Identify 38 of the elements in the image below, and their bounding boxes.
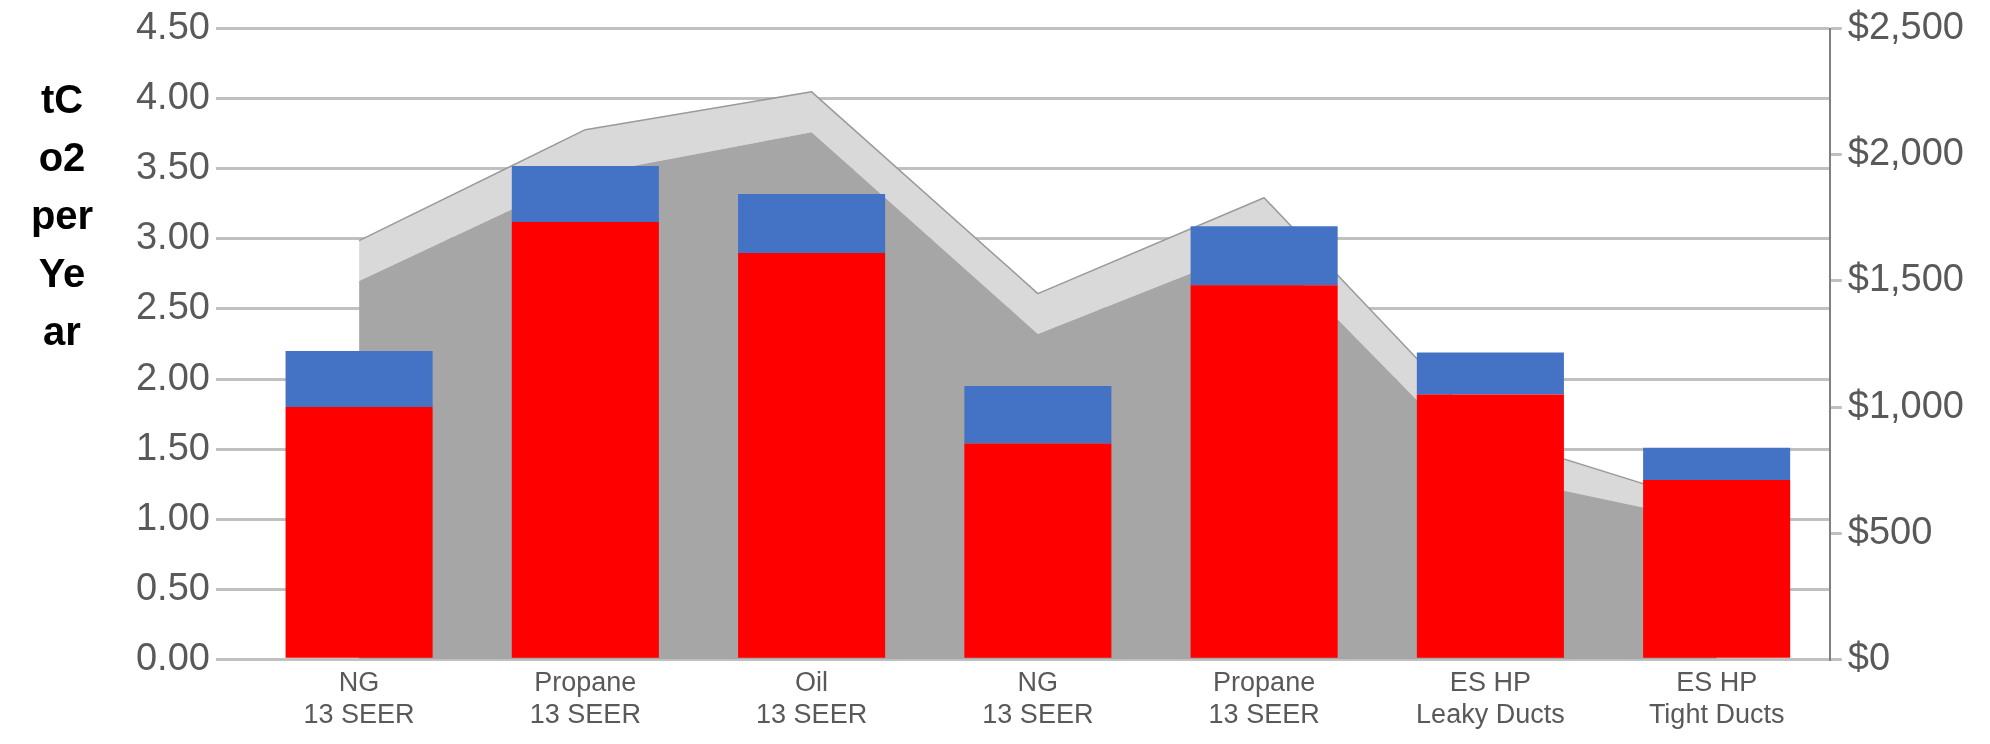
y-tick-label: 0.50 xyxy=(135,565,210,608)
y2-tick-label: $1,500 xyxy=(1847,257,1965,300)
y2-tick-label: $2,000 xyxy=(1847,131,1965,174)
bar xyxy=(1416,394,1564,658)
y-tick-label: 2.50 xyxy=(135,285,210,328)
y-tick-label: 0.00 xyxy=(135,635,210,678)
bar xyxy=(1416,352,1564,395)
y-tick-label: 1.00 xyxy=(135,495,210,538)
x-tick-label: Propane 13 SEER xyxy=(529,666,641,730)
y-tick-label: 3.50 xyxy=(135,145,210,188)
x-tick-label: NG 13 SEER xyxy=(303,666,415,730)
bar xyxy=(738,194,886,253)
x-tick-label: Propane 13 SEER xyxy=(1208,666,1320,730)
y-axis-title: tCo2 per Year xyxy=(30,76,94,355)
y2-tick-label: $500 xyxy=(1847,509,1933,552)
bar xyxy=(964,386,1112,444)
x-tick-label: Oil 13 SEER xyxy=(756,666,868,730)
bar xyxy=(964,443,1112,658)
x-tick-label: ES HP Leaky Ducts xyxy=(1416,666,1565,730)
y-tick-label: 4.50 xyxy=(135,5,210,48)
y2-tick-label: $0 xyxy=(1847,635,1891,678)
y-tick-label: 4.00 xyxy=(135,75,210,118)
x-tick-label: NG 13 SEER xyxy=(982,666,1094,730)
bar xyxy=(1643,479,1791,658)
y-tick-label: 2.00 xyxy=(135,355,210,398)
y-tick-label: 3.00 xyxy=(135,215,210,258)
bar xyxy=(1643,447,1791,480)
bar xyxy=(1190,226,1338,286)
bar xyxy=(1190,285,1338,658)
y-tick-label: 1.50 xyxy=(135,425,210,468)
bar xyxy=(511,222,659,658)
bar xyxy=(511,166,659,223)
bar xyxy=(738,252,886,658)
x-tick-label: ES HP Tight Ducts xyxy=(1648,666,1785,730)
bar xyxy=(285,407,433,658)
y2-tick-label: $2,500 xyxy=(1847,5,1965,48)
y2-tick-label: $1,000 xyxy=(1847,383,1965,426)
bar xyxy=(285,351,433,408)
